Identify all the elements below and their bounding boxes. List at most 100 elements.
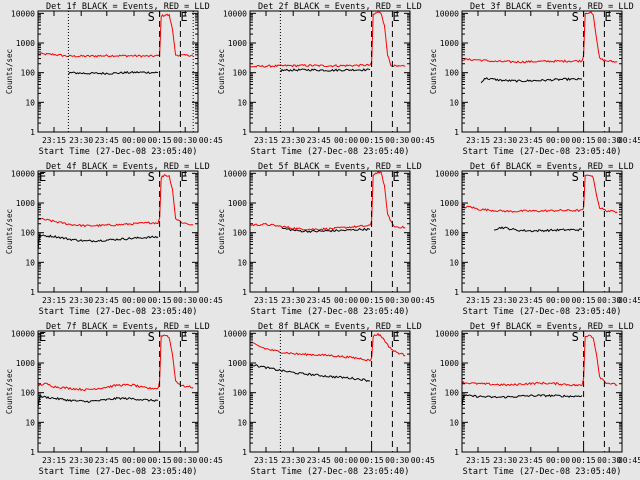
x-tick-label: 23:30 [281,296,305,305]
x-tick-label: 00:15 [148,456,172,465]
marker-label-s: S [148,330,155,344]
y-tick-label: 1000 [228,199,247,208]
x-tick-label: 23:30 [493,296,517,305]
y-tick-label: 1 [30,128,35,137]
y-tick-label: 1 [454,448,459,457]
chart-title: Det 5f BLACK = Events, RED = LLD [258,162,422,172]
marker-label-e: E [604,330,611,344]
y-axis-label: Counts/sec [217,369,226,414]
y-tick-label: 10 [449,98,459,107]
series-lld-line [37,13,194,58]
y-tick-label: 10 [237,418,247,427]
y-tick-label: 1000 [440,39,459,48]
plot-frame [461,330,623,453]
y-tick-label: 10000 [11,169,35,178]
x-tick-label: 23:45 [95,136,119,145]
x-tick-label: 23:30 [281,136,305,145]
marker-label-e: E [604,10,611,24]
y-tick-label: 100 [445,69,460,78]
y-tick-label: 100 [21,69,36,78]
x-tick-label: 23:30 [69,296,93,305]
x-tick-label: 23:30 [493,456,517,465]
x-tick-label: 00:15 [148,136,172,145]
series-events-line [281,227,371,233]
series-events-line [249,363,371,382]
series-lld-line [249,332,406,362]
x-tick-label: 00:00 [334,136,358,145]
x-tick-label: 00:45 [618,456,640,465]
series-events-line [37,394,159,408]
plot-frame [249,330,411,453]
series-lld-line [461,334,618,387]
series-events-line [461,394,583,407]
y-tick-label: 100 [21,229,36,238]
x-tick-label: 23:15 [254,456,278,465]
chart-title: Det 9f BLACK = Events, RED = LLD [470,322,634,332]
y-tick-label: 10 [25,418,35,427]
plot-frame [249,10,411,133]
x-tick-label: 00:30 [385,136,409,145]
x-tick-label: 00:45 [618,136,640,145]
corner-marker-label: E [39,330,46,344]
series-events-line [280,68,371,73]
x-tick-label: 00:00 [334,456,358,465]
series-lld-line [37,334,194,392]
chart-title: Det 7f BLACK = Events, RED = LLD [46,322,210,332]
x-tick-label: 00:45 [411,296,435,305]
marker-label-e: E [180,10,187,24]
y-tick-label: 10000 [223,169,247,178]
plot-frame [37,10,199,133]
x-tick-label: 23:15 [466,136,490,145]
chart-title: Det 8f BLACK = Events, RED = LLD [258,322,422,332]
marker-label-s: S [572,330,579,344]
y-tick-label: 1000 [16,359,35,368]
series-events-line [480,77,583,84]
series-events-line [67,70,159,76]
x-tick-label: 00:30 [597,136,621,145]
y-axis-label: Counts/sec [429,49,438,94]
x-tick-label: 00:45 [199,296,223,305]
y-tick-label: 100 [233,229,248,238]
x-tick-label: 00:15 [360,296,384,305]
y-tick-label: 10 [449,418,459,427]
x-tick-label: 23:45 [519,296,543,305]
x-tick-label: 00:30 [173,456,197,465]
marker-label-e: E [604,170,611,184]
y-tick-label: 1 [242,448,247,457]
chart-title: Det 1f BLACK = Events, RED = LLD [46,2,210,12]
chart-title: Det 3f BLACK = Events, RED = LLD [470,2,634,12]
x-tick-label: 00:30 [597,296,621,305]
y-tick-label: 1000 [16,199,35,208]
y-tick-label: 10 [237,98,247,107]
marker-label-e: E [392,330,399,344]
series-lld-line [249,170,406,231]
x-tick-label: 00:00 [122,456,146,465]
x-tick-label: 00:30 [173,136,197,145]
marker-label-e: E [392,10,399,24]
x-tick-label: 23:45 [307,136,331,145]
y-tick-label: 1 [242,288,247,297]
y-axis-label: Counts/sec [429,209,438,254]
series-lld-line [461,11,618,64]
y-tick-label: 10000 [223,329,247,338]
y-tick-label: 1 [454,288,459,297]
y-tick-label: 10 [449,258,459,267]
marker-label-s: S [360,330,367,344]
x-axis-label: Start Time (27-Dec-08 23:05:40) [463,307,622,317]
y-axis-label: Counts/sec [429,369,438,414]
marker-label-e: E [180,330,187,344]
x-tick-label: 00:45 [411,136,435,145]
x-tick-label: 00:45 [411,456,435,465]
marker-label-e: E [392,170,399,184]
x-tick-label: 00:45 [199,456,223,465]
x-axis-label: Start Time (27-Dec-08 23:05:40) [251,147,410,157]
series-lld-line [37,174,194,228]
y-tick-label: 1 [454,128,459,137]
corner-marker-label: E [39,170,46,184]
x-tick-label: 23:30 [493,136,517,145]
x-tick-label: 23:30 [69,136,93,145]
